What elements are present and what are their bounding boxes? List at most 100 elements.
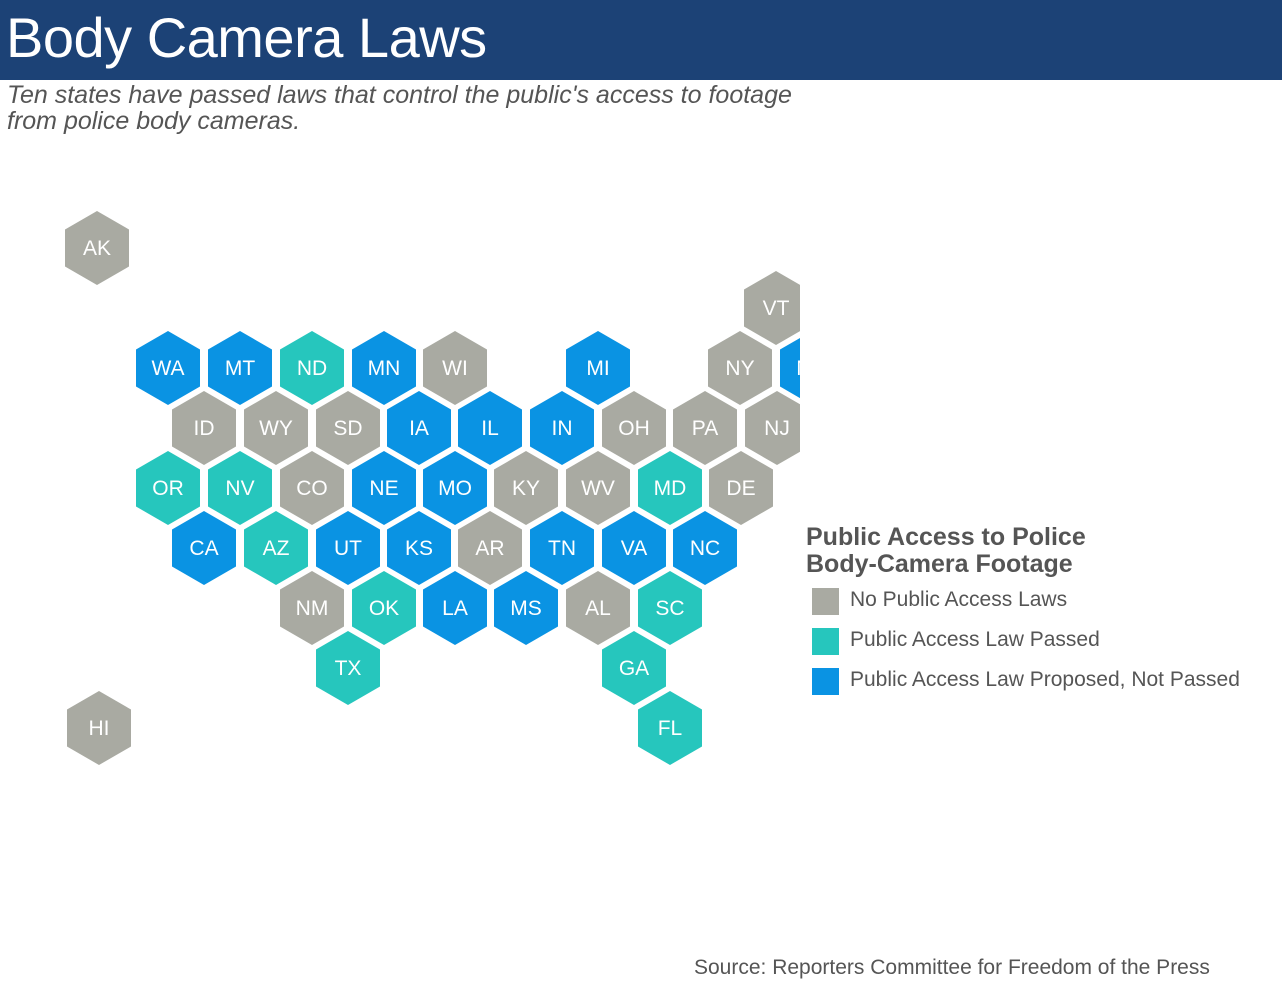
state-tile-pa: PA	[673, 391, 737, 465]
state-label-tn: TN	[548, 537, 576, 560]
state-tile-la: LA	[423, 571, 487, 645]
state-tile-in: IN	[530, 391, 594, 465]
state-hex-id	[172, 391, 236, 465]
state-label-nj: NJ	[764, 417, 790, 440]
state-hex-sc	[638, 571, 702, 645]
state-hex-ok	[352, 571, 416, 645]
state-tile-nj: NJ	[745, 391, 800, 465]
legend-swatch-none	[812, 588, 839, 615]
state-label-ne: NE	[369, 477, 398, 500]
legend-items: No Public Access Laws Public Access Law …	[806, 588, 1240, 708]
state-hex-ma	[780, 337, 800, 399]
state-hex-la	[423, 571, 487, 645]
state-tile-tn: TN	[530, 511, 594, 585]
legend: Public Access to Police Body-Camera Foot…	[806, 524, 1240, 698]
legend-label-passed: Public Access Law Passed	[850, 628, 1100, 651]
state-hex-pa	[673, 391, 737, 465]
state-hex-ca	[172, 511, 236, 585]
state-label-vt: VT	[763, 297, 790, 320]
state-tile-mi: MI	[566, 331, 630, 405]
state-hex-hi	[67, 691, 131, 765]
legend-swatch-proposed	[812, 668, 839, 695]
state-hex-mt	[208, 331, 272, 405]
state-tile-sc: SC	[638, 571, 702, 645]
state-tile-ny: NY	[708, 331, 772, 405]
state-tile-fl: FL	[638, 691, 702, 765]
state-label-co: CO	[296, 477, 328, 500]
state-label-md: MD	[654, 477, 687, 500]
state-label-wy: WY	[259, 417, 293, 440]
state-hex-mi	[566, 331, 630, 405]
state-label-la: LA	[442, 597, 468, 620]
state-tile-ma: MA	[780, 337, 800, 399]
legend-title-line1: Public Access to Police	[806, 523, 1086, 551]
state-label-ks: KS	[405, 537, 433, 560]
state-tile-oh: OH	[602, 391, 666, 465]
state-tile-nd: ND	[280, 331, 344, 405]
state-label-mt: MT	[225, 357, 255, 380]
state-label-ar: AR	[475, 537, 504, 560]
state-label-hi: HI	[89, 717, 110, 740]
state-label-ga: GA	[619, 657, 649, 680]
legend-label-proposed: Public Access Law Proposed, Not Passed	[850, 668, 1240, 691]
legend-item-none: No Public Access Laws	[806, 588, 1086, 628]
state-tile-nc: NC	[673, 511, 737, 585]
state-label-id: ID	[194, 417, 215, 440]
state-tile-co: CO	[280, 451, 344, 525]
state-hex-al	[566, 571, 630, 645]
state-tile-ks: KS	[387, 511, 451, 585]
state-hex-mn	[352, 331, 416, 405]
state-hex-in	[530, 391, 594, 465]
state-hex-nm	[280, 571, 344, 645]
state-tile-mt: MT	[208, 331, 272, 405]
legend-title: Public Access to Police Body-Camera Foot…	[806, 524, 1086, 578]
state-tile-or: OR	[136, 451, 200, 525]
state-hex-ar	[458, 511, 522, 585]
state-hex-ny	[708, 331, 772, 405]
state-hex-ia	[387, 391, 451, 465]
state-tile-wy: WY	[244, 391, 308, 465]
state-tile-wa: WA	[136, 331, 200, 405]
source-note: Source: Reporters Committee for Freedom …	[694, 956, 1210, 979]
state-hex-tn	[530, 511, 594, 585]
state-hex-mo	[423, 451, 487, 525]
state-label-mn: MN	[368, 357, 401, 380]
state-hex-ks	[387, 511, 451, 585]
state-tile-ca: CA	[172, 511, 236, 585]
state-tile-de: DE	[709, 451, 773, 525]
state-tile-ms: MS	[494, 571, 558, 645]
state-tile-hi: HI	[67, 691, 131, 765]
page-title: Body Camera Laws	[6, 6, 487, 69]
state-hex-co	[280, 451, 344, 525]
state-label-ut: UT	[334, 537, 362, 560]
state-label-nv: NV	[225, 477, 254, 500]
state-label-ma: MA	[796, 357, 800, 380]
state-tile-ga: GA	[602, 631, 666, 705]
state-label-pa: PA	[692, 417, 718, 440]
state-label-nm: NM	[296, 597, 329, 620]
state-tile-va: VA	[602, 511, 666, 585]
state-label-nc: NC	[690, 537, 720, 560]
state-hex-sd	[316, 391, 380, 465]
state-label-nd: ND	[297, 357, 327, 380]
state-tile-ne: NE	[352, 451, 416, 525]
state-tile-ky: KY	[494, 451, 558, 525]
legend-title-line2: Body-Camera Footage	[806, 550, 1073, 578]
state-tile-al: AL	[566, 571, 630, 645]
state-tile-ia: IA	[387, 391, 451, 465]
state-hex-nd	[280, 331, 344, 405]
legend-label-none: No Public Access Laws	[850, 588, 1068, 611]
state-label-ny: NY	[725, 357, 754, 380]
legend-item-passed: Public Access Law Passed	[806, 628, 1100, 668]
state-hex-ak	[65, 211, 129, 285]
state-hex-ne	[352, 451, 416, 525]
state-label-il: IL	[481, 417, 499, 440]
state-tile-wi: WI	[423, 331, 487, 405]
state-hex-nv	[208, 451, 272, 525]
state-label-ia: IA	[409, 417, 429, 440]
state-label-ky: KY	[512, 477, 540, 500]
state-label-sd: SD	[333, 417, 362, 440]
state-hex-vt	[744, 271, 800, 345]
page-subtitle: Ten states have passed laws that control…	[7, 81, 792, 135]
state-tile-ut: UT	[316, 511, 380, 585]
